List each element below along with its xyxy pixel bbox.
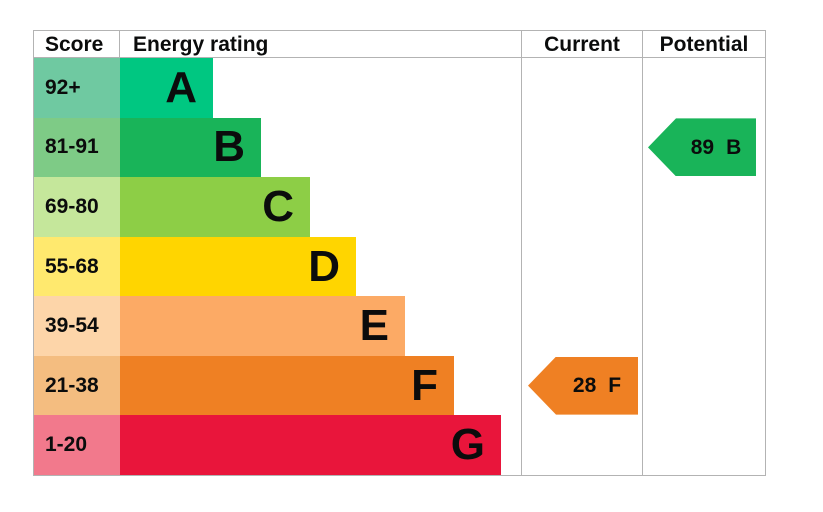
current-column-cell (522, 177, 643, 237)
potential-column-cell (643, 296, 765, 356)
current-column-cell (522, 236, 643, 297)
potential-column-cell (643, 177, 765, 237)
potential-band-letter: B (726, 135, 742, 159)
bar-area-a: A (120, 58, 522, 118)
current-column-cell (522, 117, 643, 178)
score-range-d: 55-68 (34, 236, 120, 297)
band-bar-c: C (120, 177, 310, 237)
band-row-g: 1-20 G (34, 415, 765, 476)
band-letter-a: A (165, 62, 197, 112)
current-column-cell (522, 415, 643, 476)
current-column-cell (522, 58, 643, 118)
potential-column-cell (643, 356, 765, 416)
score-range-a: 92+ (34, 58, 120, 118)
column-header-score: Score (34, 31, 120, 58)
band-bar-a: A (120, 58, 213, 118)
current-column-cell (522, 355, 643, 416)
band-bar-f: F (120, 355, 454, 416)
bar-area-c: C (120, 177, 522, 237)
current-score-value: 28 (572, 374, 597, 398)
band-letter-d: D (308, 241, 340, 291)
current-column-cell (522, 296, 643, 356)
band-bar-e: E (120, 296, 405, 356)
epc-table: Score Energy rating Current Potential 92… (33, 30, 766, 476)
band-row-b: 81-91 B (34, 117, 765, 178)
bar-area-e: E (120, 296, 522, 356)
band-letter-c: C (262, 181, 294, 231)
column-header-current: Current (522, 31, 643, 58)
column-header-energy-rating: Energy rating (120, 31, 522, 58)
current-band-letter: F (608, 374, 622, 398)
potential-column-cell (643, 415, 765, 475)
band-bar-b: B (120, 117, 261, 178)
score-range-f: 21-38 (34, 355, 120, 416)
table-header-row: Score Energy rating Current Potential (34, 31, 765, 58)
potential-column-cell (643, 237, 765, 297)
band-letter-g: G (450, 420, 485, 470)
bar-area-g: G (120, 415, 522, 476)
bar-area-d: D (120, 236, 522, 297)
band-letter-f: F (411, 360, 438, 410)
potential-column-cell (643, 58, 765, 118)
column-header-potential: Potential (643, 31, 765, 58)
band-bar-d: D (120, 236, 356, 297)
band-row-a: 92+ A (34, 58, 765, 118)
score-range-g: 1-20 (34, 415, 120, 476)
chart-body: 92+ A 81-91 B 69-80 C 55-68 D 39-54 E 21-38 F 1-20 G … (34, 58, 765, 476)
score-range-e: 39-54 (34, 296, 120, 356)
band-letter-e: E (359, 301, 389, 351)
band-row-c: 69-80 C (34, 177, 765, 237)
bar-area-f: F (120, 355, 522, 416)
band-bar-g: G (120, 415, 501, 476)
score-range-b: 81-91 (34, 117, 120, 178)
score-range-c: 69-80 (34, 177, 120, 237)
band-row-e: 39-54 E (34, 296, 765, 356)
band-row-f: 21-38 F (34, 355, 765, 416)
band-row-d: 55-68 D (34, 236, 765, 297)
band-letter-b: B (213, 122, 245, 172)
potential-score-value: 89 (690, 135, 715, 159)
bar-area-b: B (120, 117, 522, 178)
